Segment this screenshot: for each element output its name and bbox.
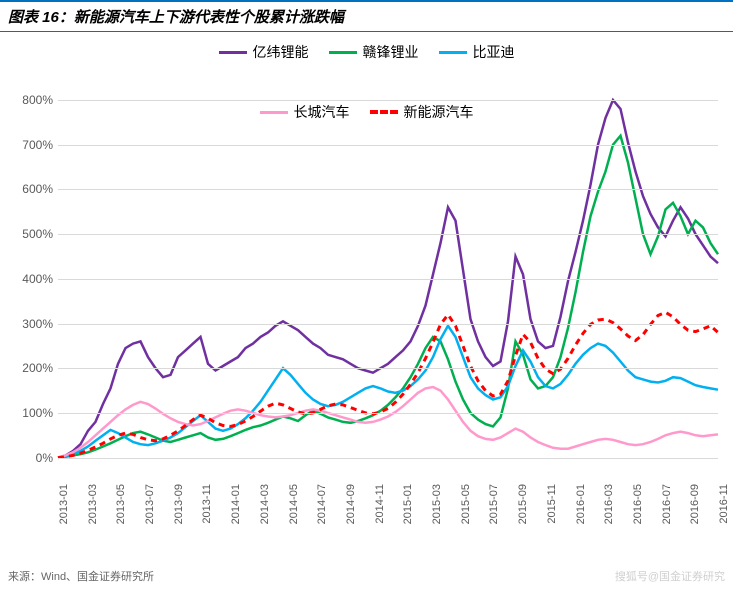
gridline xyxy=(58,189,718,190)
x-tick-label: 2015-01 xyxy=(402,484,414,524)
y-tick-label: 0% xyxy=(7,451,53,465)
gridline xyxy=(58,100,718,101)
gridline xyxy=(58,145,718,146)
watermark: 搜狐号@国金证券研究 xyxy=(615,568,725,584)
x-tick-label: 2014-05 xyxy=(288,484,300,524)
x-tick-label: 2014-11 xyxy=(374,484,386,524)
x-tick-label: 2016-07 xyxy=(661,484,673,524)
y-tick-label: 600% xyxy=(7,182,53,196)
legend-swatch xyxy=(219,51,247,54)
line-series-svg xyxy=(58,100,718,480)
x-tick-label: 2013-09 xyxy=(173,484,185,524)
x-tick-label: 2015-05 xyxy=(460,484,472,524)
x-tick-label: 2013-03 xyxy=(87,484,99,524)
x-tick-label: 2016-11 xyxy=(718,484,730,524)
x-tick-label: 2013-05 xyxy=(115,484,127,524)
gridline xyxy=(58,234,718,235)
y-tick-label: 200% xyxy=(7,361,53,375)
x-tick-label: 2013-11 xyxy=(201,484,213,524)
x-tick-label: 2015-03 xyxy=(431,484,443,524)
chart-title: 图表 16：新能源汽车上下游代表性个股累计涨跌幅 xyxy=(0,0,733,32)
legend-label: 亿纬锂能 xyxy=(253,42,309,62)
legend-item: 亿纬锂能 xyxy=(219,42,309,62)
x-tick-label: 2014-07 xyxy=(316,484,328,524)
x-tick-label: 2014-09 xyxy=(345,484,357,524)
y-tick-label: 100% xyxy=(7,406,53,420)
source-footer: 来源：Wind、国金证券研究所 xyxy=(8,568,154,584)
x-tick-label: 2016-05 xyxy=(632,484,644,524)
gridline xyxy=(58,324,718,325)
x-tick-label: 2015-09 xyxy=(517,484,529,524)
legend-label: 赣锋锂业 xyxy=(363,42,419,62)
legend-label: 比亚迪 xyxy=(473,42,515,62)
x-tick-label: 2015-11 xyxy=(546,484,558,524)
chart-area: 亿纬锂能赣锋锂业比亚迪长城汽车新能源汽车 0%100%200%300%400%5… xyxy=(0,32,733,562)
y-tick-label: 500% xyxy=(7,227,53,241)
legend-item: 比亚迪 xyxy=(439,42,515,62)
x-tick-label: 2015-07 xyxy=(488,484,500,524)
y-tick-label: 700% xyxy=(7,138,53,152)
y-tick-label: 800% xyxy=(7,93,53,107)
y-tick-label: 400% xyxy=(7,272,53,286)
x-tick-label: 2013-01 xyxy=(58,484,70,524)
x-tick-label: 2014-01 xyxy=(230,484,242,524)
x-tick-label: 2013-07 xyxy=(144,484,156,524)
legend-swatch xyxy=(329,51,357,54)
plot-region xyxy=(58,100,718,480)
x-tick-label: 2016-03 xyxy=(603,484,615,524)
legend-item: 赣锋锂业 xyxy=(329,42,419,62)
series-line xyxy=(58,312,718,457)
gridline xyxy=(58,279,718,280)
series-line xyxy=(58,387,718,458)
y-tick-label: 300% xyxy=(7,317,53,331)
x-tick-label: 2016-09 xyxy=(689,484,701,524)
gridline xyxy=(58,413,718,414)
x-tick-label: 2016-01 xyxy=(575,484,587,524)
legend-swatch xyxy=(439,51,467,54)
gridline xyxy=(58,458,718,459)
gridline xyxy=(58,368,718,369)
x-tick-label: 2014-03 xyxy=(259,484,271,524)
